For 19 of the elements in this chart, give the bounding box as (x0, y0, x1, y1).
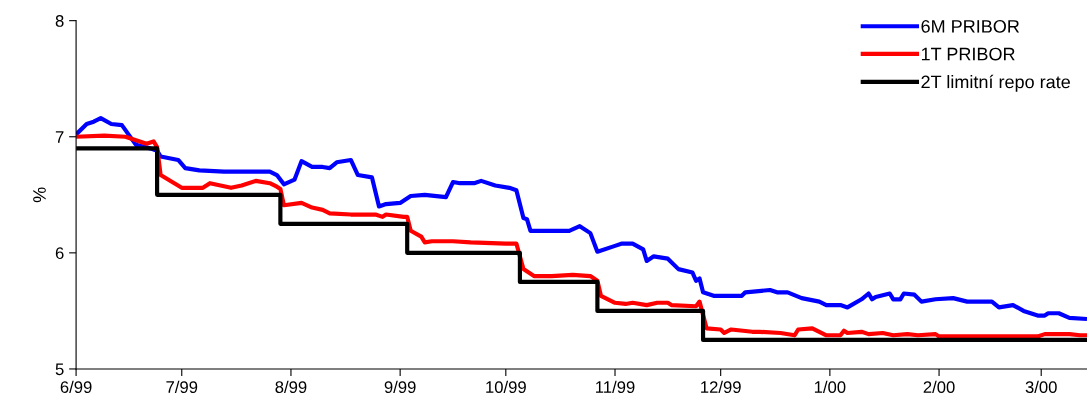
y-tick-label: 6 (55, 247, 64, 260)
y-tick-label: 8 (55, 15, 64, 27)
line-series (76, 116, 1087, 322)
x-tick-label: 8/99 (275, 380, 307, 393)
legend-label: 2T limitní repo rate (921, 74, 1070, 92)
x-tick-label: 6/99 (60, 380, 92, 393)
x-tick-label: 1/00 (814, 380, 846, 393)
x-tick-label: 11/99 (596, 380, 635, 393)
y-tick-label: 7 (55, 131, 64, 143)
x-tick-label: 9/99 (384, 380, 416, 393)
y-axis-title: % (33, 187, 46, 203)
x-tick-label: 7/99 (166, 380, 198, 393)
x-tick-label: 10/99 (486, 380, 526, 393)
x-tick-label: 2/00 (923, 380, 955, 393)
y-tick-label: 5 (55, 363, 64, 376)
legend-label: 1T PRIBOR (921, 47, 1015, 61)
legend-label: 6M PRIBOR (921, 19, 1020, 33)
x-tick-label: 12/99 (701, 380, 741, 393)
x-tick-label: 3/00 (1025, 380, 1057, 393)
